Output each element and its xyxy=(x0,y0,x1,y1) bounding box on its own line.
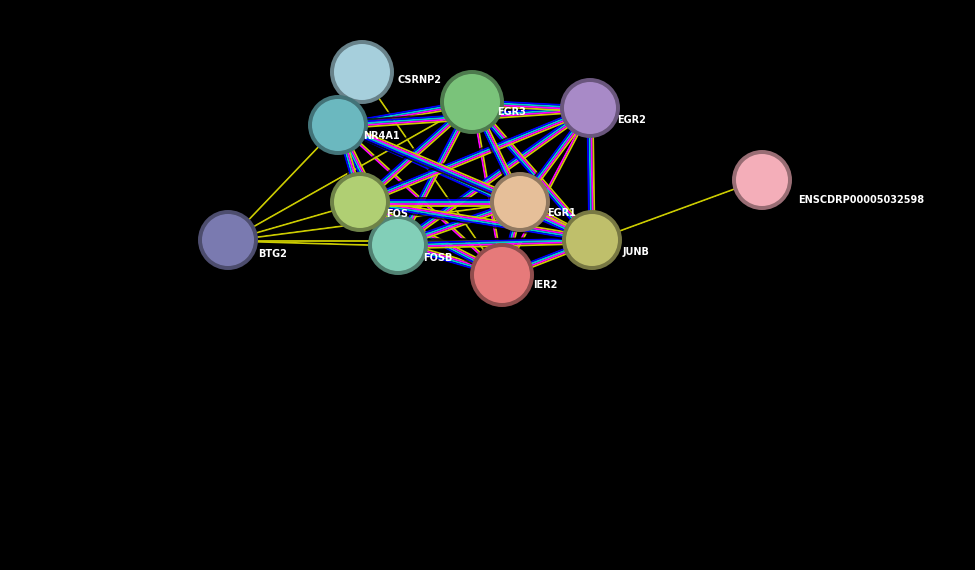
Text: FOSB: FOSB xyxy=(423,253,452,263)
Text: NR4A1: NR4A1 xyxy=(363,131,400,141)
Text: BTG2: BTG2 xyxy=(258,249,287,259)
Circle shape xyxy=(732,150,792,210)
Circle shape xyxy=(334,44,390,100)
Circle shape xyxy=(368,215,428,275)
Circle shape xyxy=(330,40,394,104)
Circle shape xyxy=(736,154,788,206)
Circle shape xyxy=(334,176,386,228)
Circle shape xyxy=(562,210,622,270)
Circle shape xyxy=(564,82,616,134)
Text: CSRNP2: CSRNP2 xyxy=(397,75,441,85)
Text: EGR3: EGR3 xyxy=(497,107,526,117)
Circle shape xyxy=(494,176,546,228)
Circle shape xyxy=(490,172,550,232)
Circle shape xyxy=(312,99,364,151)
Circle shape xyxy=(444,74,500,130)
Circle shape xyxy=(330,172,390,232)
Circle shape xyxy=(440,70,504,134)
Text: EGR1: EGR1 xyxy=(547,208,576,218)
Text: JUNB: JUNB xyxy=(623,247,650,257)
Circle shape xyxy=(372,219,424,271)
Circle shape xyxy=(474,247,530,303)
Text: EGR2: EGR2 xyxy=(617,115,645,125)
Circle shape xyxy=(198,210,258,270)
Text: IER2: IER2 xyxy=(533,280,558,290)
Text: FOS: FOS xyxy=(386,209,408,219)
Circle shape xyxy=(308,95,368,155)
Circle shape xyxy=(560,78,620,138)
Circle shape xyxy=(566,214,618,266)
Circle shape xyxy=(470,243,534,307)
Circle shape xyxy=(202,214,254,266)
Text: ENSCDRP00005032598: ENSCDRP00005032598 xyxy=(798,195,924,205)
